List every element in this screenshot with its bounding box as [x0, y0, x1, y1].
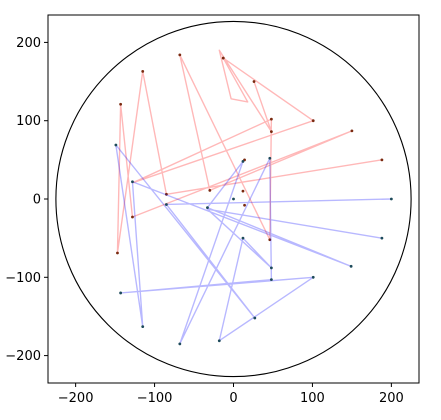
x-tick-label: −100 — [137, 391, 173, 406]
series-0-point-3 — [116, 251, 119, 255]
y-tick-label: 200 — [16, 36, 41, 51]
series-1-point-6 — [349, 264, 353, 268]
series-0-point-10 — [269, 117, 273, 121]
series-1-point-5 — [131, 180, 134, 184]
series-1-point-14 — [217, 339, 221, 343]
y-tick-label: −100 — [5, 271, 41, 286]
series-1-point-13 — [311, 275, 315, 279]
boundary-circle — [55, 20, 412, 378]
series-0-line — [116, 49, 383, 254]
series-1-point-2 — [253, 316, 257, 320]
series-1-point-11 — [269, 278, 273, 282]
series-0-point-1 — [165, 192, 168, 196]
series-1-point-18 — [232, 197, 235, 201]
series-1-point-1 — [165, 203, 168, 206]
y-tick-label: 0 — [33, 193, 41, 208]
plot-area — [55, 20, 412, 378]
series-1-point-4 — [141, 325, 145, 329]
series-0-point-14 — [252, 80, 256, 83]
series-1-point-0 — [389, 197, 393, 201]
series-0-point-15 — [243, 203, 246, 207]
x-tick-label: −200 — [58, 391, 94, 406]
series-0-point-2 — [141, 69, 145, 73]
series-0-point-6 — [350, 129, 354, 133]
x-tick-label: 100 — [300, 391, 325, 406]
series-0-point-4 — [119, 102, 123, 106]
series-1-point-15 — [241, 236, 245, 240]
series-0-point-0 — [380, 158, 384, 162]
series-1-point-9 — [178, 342, 182, 346]
series-1-point-12 — [119, 291, 123, 295]
series-0-point-7 — [208, 188, 212, 192]
x-tick-label: 200 — [379, 391, 404, 406]
series-1-point-7 — [206, 206, 209, 210]
series-1-point-8 — [241, 160, 245, 163]
axes: −200 −100 0 100 200 200 100 0 −100 −200 — [5, 14, 420, 406]
series-1-point-10 — [268, 156, 272, 160]
series-0-point-16 — [241, 189, 245, 193]
series-0-point-8 — [178, 53, 182, 57]
series-0-point-11 — [311, 119, 315, 123]
series-0-point-9 — [268, 238, 272, 242]
y-tick-label: 100 — [16, 114, 41, 129]
series-0-point-5 — [131, 215, 134, 219]
series-0-point-12 — [221, 56, 225, 60]
x-tick-label: 0 — [229, 391, 237, 406]
y-tick-label: −200 — [5, 349, 41, 364]
series-1-point-17 — [380, 236, 384, 240]
series-0-point-13 — [269, 130, 273, 134]
series-1-point-3 — [114, 143, 118, 147]
series-1-point-16 — [269, 266, 273, 270]
